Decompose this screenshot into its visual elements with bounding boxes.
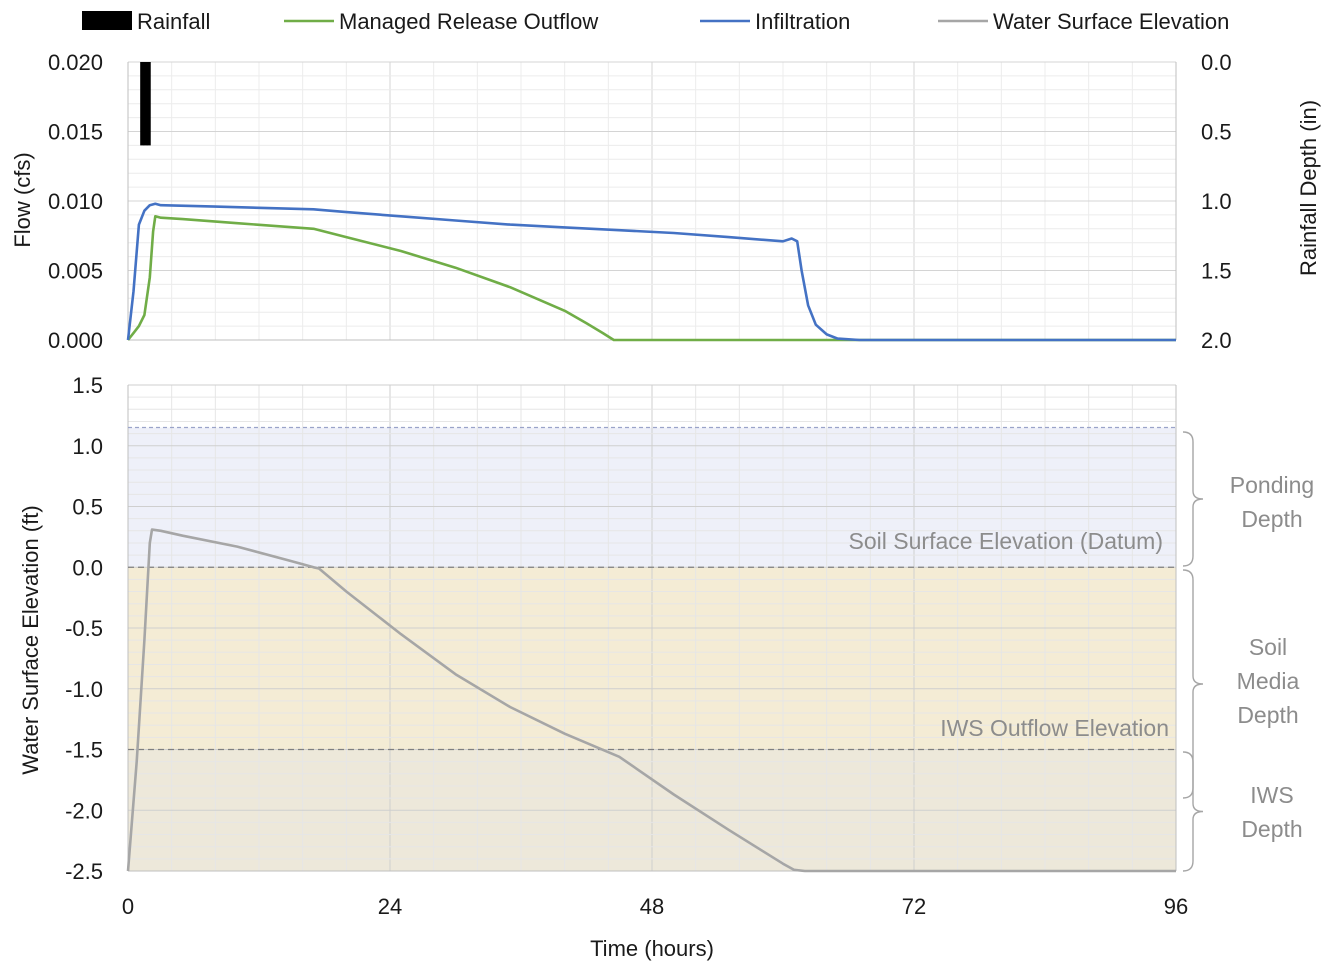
time-tick-label: 24 [378,894,402,919]
infiltration-line [126,202,1176,342]
rainfall-bar [146,62,151,146]
top-tick-labels: 0.000 0.005 0.010 0.015 0.020 0.0 0.5 1.0 1.5 2.0 [48,50,1232,353]
ponding-depth-brace [1182,431,1204,567]
ponding-depth-label: Depth [1241,506,1302,532]
elevation-tick-label: -1.0 [65,677,103,702]
soil-media-depth-label: Depth [1237,702,1298,728]
flow-tick-label: 0.015 [48,120,103,145]
elevation-tick-label: 0.5 [72,495,103,520]
elevation-tick-label: -2.5 [65,859,103,884]
rainfall-bars [140,62,151,146]
elevation-tick-label: -2.0 [65,798,103,823]
managed-release-outflow-line [126,215,1176,342]
ponding-depth-label: Ponding [1230,472,1314,498]
legend-label: Managed Release Outflow [339,9,598,34]
rainfall-bar [140,62,145,146]
rainfall-tick-label: 1.0 [1201,189,1232,214]
iws-outflow-label: IWS Outflow Elevation [940,715,1169,741]
rainfall-tick-label: 0.5 [1201,120,1232,145]
bottom-chart-water-surface: -2.5 -2.0 -1.5 -1.0 -0.5 0.0 0.5 1.0 1.5 0 24 48 72 9… [18,373,1314,961]
rainfall-tick-label: 2.0 [1201,328,1232,353]
legend-label: Rainfall [137,9,210,34]
top-series-lines [126,202,1176,342]
elevation-tick-label: 1.0 [72,434,103,459]
rainfall-bar [143,62,148,146]
time-tick-label: 0 [122,894,134,919]
bottom-series-lines [126,528,1176,873]
bottom-gridlines [127,384,1177,872]
reference-lines [128,426,1176,751]
time-tick-label: 96 [1164,894,1188,919]
legend-rainfall-swatch [82,11,132,30]
flow-tick-label: 0.005 [48,259,103,284]
iws-depth-brace [1182,751,1204,872]
time-tick-label: 72 [902,894,926,919]
legend: Rainfall Managed Release Outflow Infiltrat… [82,9,1229,34]
iws-depth-label: IWS [1250,782,1293,808]
water-surface-elevation-line [126,528,1176,873]
elevation-tick-label: -0.5 [65,616,103,641]
top-gridlines [127,61,1177,341]
flow-tick-label: 0.020 [48,50,103,75]
top-chart-flow-rainfall: 0.000 0.005 0.010 0.015 0.020 0.0 0.5 1.0 1.5 2.0… [10,50,1321,353]
bottom-tick-labels: -2.5 -2.0 -1.5 -1.0 -0.5 0.0 0.5 1.0 1.5 0 24 48 72 9… [65,373,1188,919]
water-surface-elevation-axis-title: Water Surface Elevation (ft) [18,505,43,774]
flow-tick-label: 0.010 [48,189,103,214]
soil-surface-label: Soil Surface Elevation (Datum) [849,528,1163,554]
rainfall-depth-axis-title: Rainfall Depth (in) [1296,100,1321,276]
soil-media-depth-label: Soil [1249,634,1287,660]
elevation-tick-label: 0.0 [72,555,103,580]
legend-label: Water Surface Elevation [993,9,1229,34]
flow-axis-title: Flow (cfs) [10,152,35,247]
elevation-tick-label: -1.5 [65,738,103,763]
time-tick-label: 48 [640,894,664,919]
elevation-tick-label: 1.5 [72,373,103,398]
rainfall-tick-label: 0.0 [1201,50,1232,75]
time-axis-title: Time (hours) [590,936,714,961]
flow-tick-label: 0.000 [48,328,103,353]
soil-media-depth-label: Media [1237,668,1300,694]
elevation-annotations: Soil Surface Elevation (Datum) IWS Outfl… [849,528,1169,741]
iws-depth-label: Depth [1241,816,1302,842]
zone-braces: Ponding Depth Soil Media Depth IWS Depth [1182,431,1314,872]
legend-label: Infiltration [755,9,850,34]
rainfall-tick-label: 1.5 [1201,259,1232,284]
